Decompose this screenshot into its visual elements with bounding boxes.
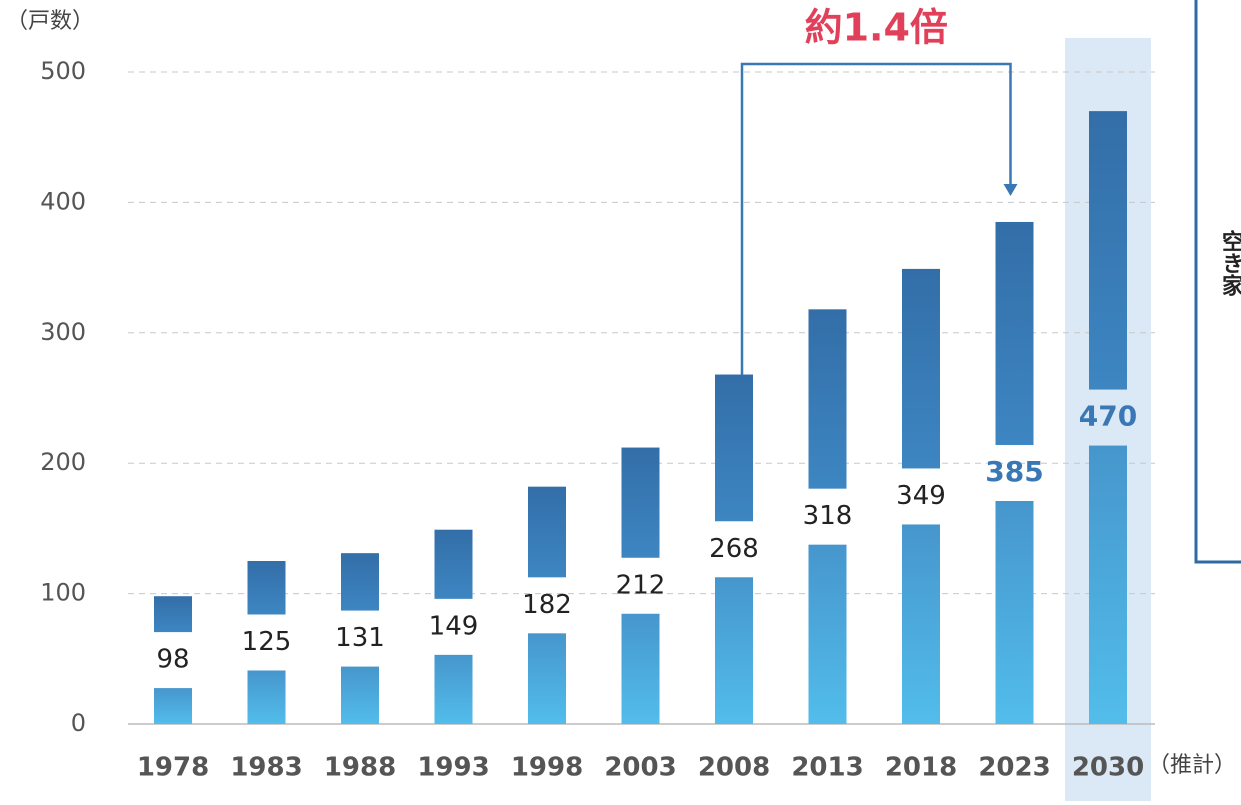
bar-upper <box>247 561 286 615</box>
x-tick-label: 1998 <box>511 753 583 783</box>
value-label: 182 <box>522 590 572 620</box>
bar-upper <box>808 309 847 489</box>
x-tick-label: 2008 <box>698 753 770 783</box>
bar-lower <box>434 654 473 724</box>
x-tick-label: 2003 <box>604 753 676 783</box>
bar-lower <box>1089 445 1127 724</box>
value-label: 98 <box>156 645 189 675</box>
bar-lower <box>154 688 192 724</box>
bar-upper <box>621 447 660 558</box>
annotation-text: 約1.4倍 <box>805 6 948 50</box>
bar <box>154 596 192 724</box>
bar <box>341 553 379 724</box>
bar-upper <box>902 268 940 469</box>
value-label: 349 <box>896 481 946 511</box>
value-label: 131 <box>335 623 385 653</box>
value-label: 470 <box>1079 400 1137 433</box>
y-unit-label: （戸数） <box>6 9 94 34</box>
bar <box>528 486 566 724</box>
x-tick-label: 1983 <box>230 753 302 783</box>
side-box <box>1194 0 1241 564</box>
bar-upper <box>434 529 473 599</box>
bar <box>621 447 660 724</box>
value-label: 318 <box>803 501 853 531</box>
bar-upper <box>995 221 1034 445</box>
bar-lower <box>995 500 1034 724</box>
annotation-bracket <box>740 62 1012 375</box>
x-tick-label: 1978 <box>137 753 209 783</box>
x-tick-label: 2018 <box>885 753 957 783</box>
bar-upper <box>528 486 566 578</box>
bar <box>247 561 286 724</box>
bar-upper <box>341 553 379 611</box>
value-label: 149 <box>429 611 479 641</box>
bar <box>434 529 473 724</box>
x-tick-label: 1993 <box>417 753 489 783</box>
bar-upper <box>715 374 753 522</box>
y-tick-label: 300 <box>40 318 86 346</box>
x-tick-label: 2030 <box>1072 753 1144 783</box>
value-label: 125 <box>242 627 292 657</box>
x-tick-label: 2013 <box>791 753 863 783</box>
bar-lower <box>528 633 566 724</box>
bar-lower <box>621 613 660 724</box>
y-tick-label: 400 <box>40 187 86 215</box>
bar <box>902 268 940 724</box>
bar-upper <box>1089 111 1127 390</box>
bar-lower <box>247 670 286 724</box>
x-tick-label: 1988 <box>324 753 396 783</box>
value-label: 268 <box>709 534 759 564</box>
annotation-arrow <box>1003 183 1018 196</box>
category-note: （推計） <box>1148 753 1236 778</box>
bar <box>995 221 1034 724</box>
side-note: 空き家 <box>1218 229 1241 296</box>
y-tick-label: 0 <box>71 709 86 737</box>
bar-upper <box>154 596 192 633</box>
bar-lower <box>902 524 940 724</box>
y-tick-label: 500 <box>40 57 86 85</box>
bar-lower <box>341 666 379 724</box>
bar-lower <box>715 577 753 724</box>
value-label: 385 <box>985 455 1043 488</box>
y-tick-label: 100 <box>40 579 86 607</box>
bar <box>1089 111 1127 724</box>
x-tick-label: 2023 <box>978 753 1050 783</box>
bar <box>808 309 847 724</box>
y-tick-label: 200 <box>40 448 86 476</box>
value-label: 212 <box>616 570 666 600</box>
bar <box>715 374 753 724</box>
bar-lower <box>808 544 847 724</box>
